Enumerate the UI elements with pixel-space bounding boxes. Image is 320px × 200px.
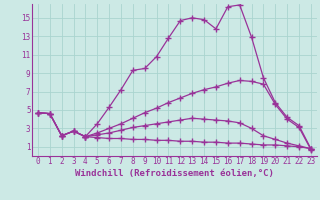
X-axis label: Windchill (Refroidissement éolien,°C): Windchill (Refroidissement éolien,°C) xyxy=(75,169,274,178)
